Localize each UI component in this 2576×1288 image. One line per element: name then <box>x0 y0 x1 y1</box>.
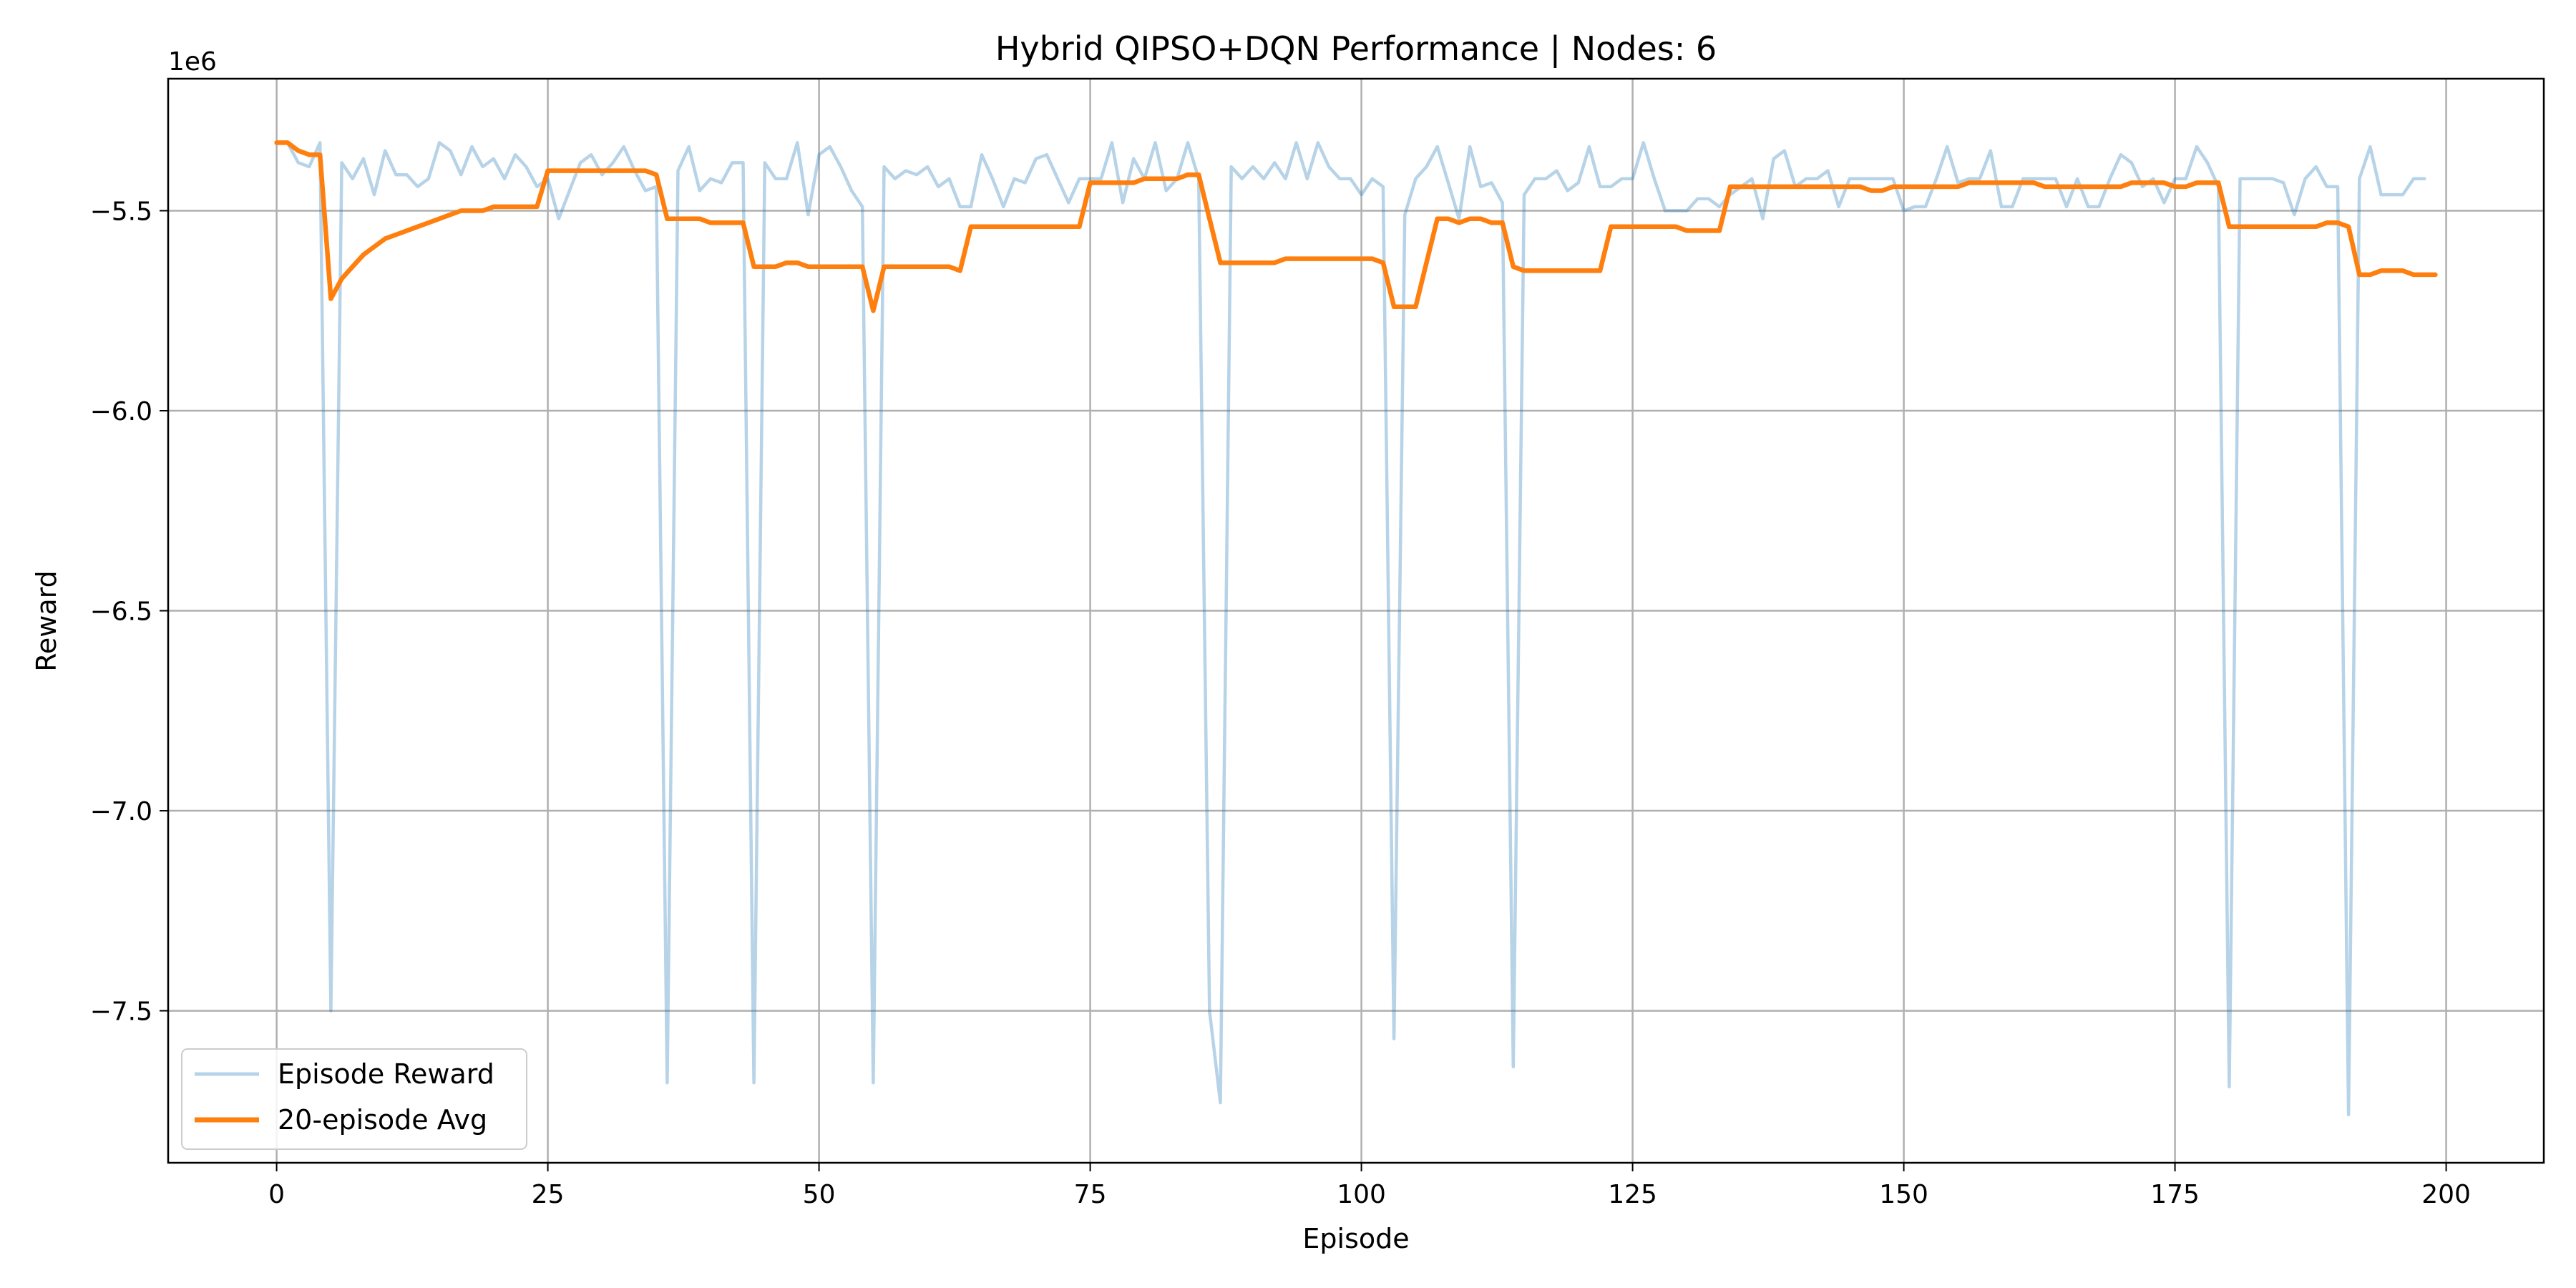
legend-label-episode-reward: Episode Reward <box>278 1058 494 1090</box>
y-tick-label: −7.5 <box>90 997 152 1027</box>
y-axis-ticks: −7.5 −7.0 −6.5 −6.0 −5.5 <box>90 197 168 1027</box>
y-axis-label: Reward <box>31 570 62 672</box>
x-tick-label: 200 <box>2421 1180 2471 1209</box>
x-tick-label: 125 <box>1608 1180 1657 1209</box>
x-tick-label: 75 <box>1074 1180 1107 1209</box>
series-line-20-episode-avg <box>274 140 2438 313</box>
x-tick-label: 150 <box>1879 1180 1928 1209</box>
legend-box <box>181 1048 527 1150</box>
x-axis-label: Episode <box>1302 1223 1409 1254</box>
y-tick-label: −6.5 <box>90 597 152 627</box>
x-tick-label: 0 <box>268 1180 285 1209</box>
x-tick-label: 50 <box>803 1180 836 1209</box>
y-offset-label: 1e6 <box>168 47 217 77</box>
legend-label-20-episode-avg: 20-episode Avg <box>278 1104 487 1136</box>
y-tick-label: −5.5 <box>90 197 152 226</box>
x-tick-label: 175 <box>2150 1180 2200 1209</box>
chart-title: Hybrid QIPSO+DQN Performance | Nodes: 6 <box>995 29 1717 69</box>
legend: Episode Reward 20-episode Avg <box>181 1048 527 1150</box>
series-lines <box>274 140 2438 1117</box>
plot-area <box>167 77 2545 1164</box>
plot-frame <box>167 77 2545 1164</box>
x-tick-label: 100 <box>1337 1180 1386 1209</box>
plot-background <box>168 79 2544 1163</box>
y-tick-label: −6.0 <box>90 397 152 426</box>
x-axis-ticks: 0 25 50 75 100 125 150 175 200 <box>268 1163 2471 1209</box>
x-tick-label: 25 <box>532 1180 565 1209</box>
y-tick-label: −7.0 <box>90 797 152 826</box>
grid-lines <box>168 79 2544 1163</box>
